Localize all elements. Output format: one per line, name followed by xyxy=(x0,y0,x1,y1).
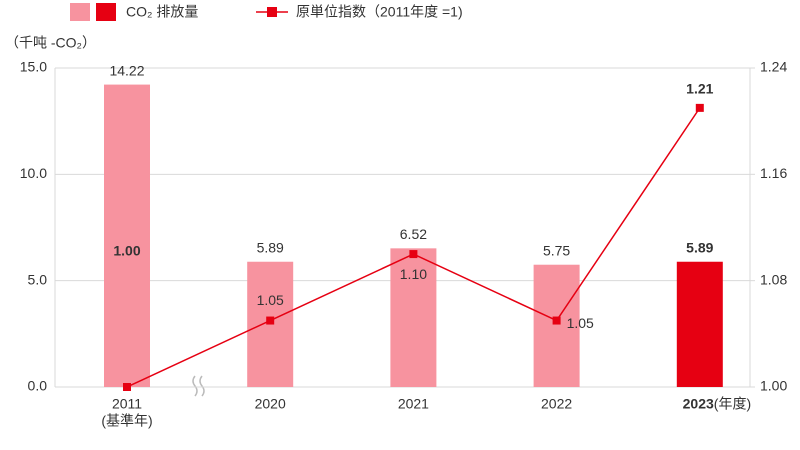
bar xyxy=(676,261,723,387)
x-tick-note: (年度) xyxy=(714,396,751,412)
x-tick-label: 2022 xyxy=(541,396,572,412)
y-tick-label: 10.0 xyxy=(20,165,47,181)
legend-swatch xyxy=(96,3,116,21)
bar xyxy=(104,84,150,387)
line-marker xyxy=(409,250,418,259)
bar-value-label: 6.52 xyxy=(400,226,427,242)
x-tick-label: 2021 xyxy=(398,396,429,412)
y-tick-label: 5.0 xyxy=(28,271,48,287)
bar-value-label: 14.22 xyxy=(109,62,144,78)
y2-tick-label: 1.08 xyxy=(760,271,787,287)
line-value-label: 1.10 xyxy=(400,266,427,282)
y2-tick-label: 1.00 xyxy=(760,378,787,394)
legend-marker xyxy=(267,7,277,17)
x-tick-label: 2023 xyxy=(683,396,714,412)
line-value-label: 1.21 xyxy=(686,81,713,97)
line-marker xyxy=(695,103,704,112)
line-value-label: 1.05 xyxy=(567,315,594,331)
x-tick-label: 2011 xyxy=(112,396,142,412)
legend-swatch xyxy=(70,3,90,21)
line-value-label: 1.05 xyxy=(257,292,284,308)
bar-value-label: 5.75 xyxy=(543,242,570,258)
axis-break xyxy=(192,375,205,397)
line-marker xyxy=(552,316,561,325)
bar-value-label: 5.89 xyxy=(257,239,284,255)
legend-label: 原単位指数（2011年度 =1) xyxy=(296,4,463,20)
line-marker xyxy=(266,316,275,325)
y2-tick-label: 1.16 xyxy=(760,165,787,181)
legend-label: CO₂ 排放量 xyxy=(126,4,198,20)
line-value-label: 1.00 xyxy=(113,243,140,259)
bar-value-label: 5.89 xyxy=(686,239,713,255)
y-axis-label: （千吨 -CO₂） xyxy=(5,35,96,51)
bar xyxy=(533,264,580,387)
line-marker xyxy=(123,383,131,391)
y2-tick-label: 1.24 xyxy=(760,59,787,75)
x-tick-label: 2020 xyxy=(255,396,286,412)
y-tick-label: 0.0 xyxy=(28,378,48,394)
x-tick-note: (基準年) xyxy=(101,413,152,429)
bar xyxy=(390,248,437,387)
y-tick-label: 15.0 xyxy=(20,59,47,75)
